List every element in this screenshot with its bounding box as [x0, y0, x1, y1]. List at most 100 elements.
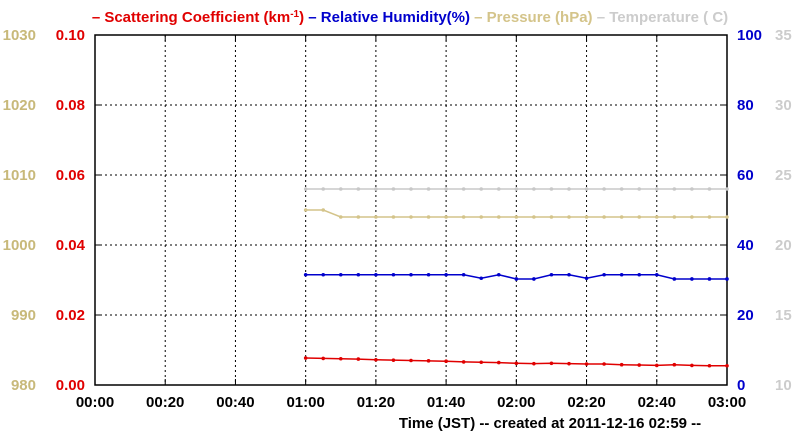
temperature-data-point — [637, 187, 642, 191]
scattering-data-point — [690, 363, 694, 368]
pressure-data-point — [567, 215, 571, 219]
pressure-tick-label: 990 — [11, 307, 36, 324]
scattering-tick-label: 0.00 — [56, 377, 85, 394]
humidity-data-point — [444, 272, 448, 277]
humidity-data-point — [356, 272, 361, 277]
humidity-data-point — [479, 276, 484, 281]
pressure-data-point — [479, 215, 484, 219]
legend-entry: – Pressure (hPa) — [470, 9, 593, 26]
temperature-data-point — [338, 187, 343, 191]
pressure-data-point — [338, 215, 343, 219]
pressure-data-point — [584, 215, 589, 219]
scattering-data-point — [409, 358, 413, 363]
temperature-data-point — [374, 187, 378, 191]
scattering-data-point — [549, 361, 554, 366]
x-tick-label: 00:00 — [76, 394, 114, 411]
scattering-data-point — [725, 363, 729, 368]
temperature-data-point — [532, 187, 536, 191]
humidity-data-point — [426, 272, 431, 277]
scattering-tick-label: 0.04 — [56, 237, 86, 254]
humidity-data-point — [461, 272, 466, 277]
x-tick-label: 02:00 — [497, 394, 535, 411]
pressure-data-point — [532, 215, 536, 219]
x-tick-label: 02:20 — [567, 394, 605, 411]
ticks-group: 00:00 00:20 00:40 01:00 01:20 01:40 02:00 02:20… — [3, 27, 792, 411]
temperature-data-point — [654, 187, 659, 191]
temperature-data-point — [409, 187, 413, 191]
pressure-tick-label: 1000 — [3, 237, 36, 254]
temperature-data-point — [690, 187, 694, 191]
humidity-data-point — [619, 272, 624, 277]
temperature-data-point — [496, 187, 501, 191]
scattering-tick-label: 0.06 — [56, 167, 85, 184]
temperature-data-point — [426, 187, 431, 191]
scattering-data-point — [532, 361, 536, 366]
pressure-data-point — [496, 215, 501, 219]
temperature-data-point — [444, 187, 448, 191]
humidity-data-point — [532, 277, 536, 281]
temperature-data-point — [479, 187, 484, 191]
temperature-data-point — [514, 187, 519, 191]
scattering-data-point — [654, 363, 659, 368]
temperature-data-point — [619, 187, 624, 191]
humidity-data-point — [602, 272, 606, 277]
pressure-tick-label: 980 — [11, 377, 36, 394]
temperature-data-point — [602, 187, 606, 191]
scattering-data-point — [602, 362, 606, 366]
humidity-tick-label: 60 — [737, 167, 754, 184]
temperature-data-point — [584, 187, 589, 191]
pressure-data-point — [707, 215, 712, 219]
temperature-data-point — [461, 187, 466, 191]
pressure-data-point — [514, 215, 519, 219]
humidity-data-point — [391, 272, 396, 277]
temperature-data-point — [672, 187, 677, 191]
pressure-data-point — [602, 215, 606, 219]
scattering-data-point — [637, 363, 642, 367]
scattering-data-point — [496, 360, 501, 365]
pressure-data-point — [356, 215, 361, 219]
scattering-data-point — [374, 358, 378, 362]
temperature-data-point — [303, 187, 308, 191]
humidity-data-point — [303, 272, 308, 277]
humidity-data-point — [338, 272, 343, 277]
temperature-tick-label: 20 — [775, 237, 792, 254]
humidity-tick-label: 40 — [737, 237, 754, 254]
x-tick-label: 01:20 — [357, 394, 395, 411]
pressure-data-point — [303, 208, 308, 212]
x-tick-label: 00:40 — [216, 394, 254, 411]
scattering-data-point — [444, 359, 448, 364]
pressure-data-point — [426, 215, 431, 219]
scattering-tick-label: 0.02 — [56, 307, 85, 324]
pressure-data-point — [654, 215, 659, 219]
legend-entry-superscript: -1 — [290, 9, 299, 20]
scattering-data-point — [672, 362, 677, 367]
x-tick-label: 00:20 — [146, 394, 184, 411]
pressure-tick-label: 1010 — [3, 167, 36, 184]
pressure-data-point — [549, 215, 554, 219]
scattering-data-point — [321, 356, 326, 361]
scattering-data-point — [567, 361, 571, 366]
temperature-tick-label: 25 — [775, 167, 792, 184]
humidity-data-point — [690, 277, 694, 281]
temperature-data-point — [356, 187, 361, 191]
humidity-data-point — [584, 276, 589, 281]
legend: – Scattering Coefficient (km-1) – Relati… — [92, 9, 728, 26]
pressure-data-point — [637, 215, 642, 219]
humidity-tick-label: 80 — [737, 97, 754, 114]
scattering-data-point — [461, 360, 466, 364]
legend-entry-suffix: ) — [299, 9, 304, 26]
x-axis-label: Time (JST) -- created at 2011-12-16 02:5… — [399, 415, 701, 432]
pressure-data-point — [672, 215, 677, 219]
plot-frame — [94, 34, 728, 386]
humidity-data-point — [321, 272, 326, 277]
legend-entry: – Scattering Coefficient (km — [92, 9, 290, 26]
scattering-data-point — [338, 356, 343, 361]
temperature-data-point — [549, 187, 554, 191]
pressure-data-point — [409, 215, 413, 219]
temperature-data-point — [391, 187, 396, 191]
scattering-data-point — [426, 359, 431, 363]
pressure-data-point — [374, 215, 378, 219]
humidity-data-point — [496, 272, 501, 277]
temperature-tick-label: 35 — [775, 27, 792, 44]
humidity-tick-label: 20 — [737, 307, 754, 324]
